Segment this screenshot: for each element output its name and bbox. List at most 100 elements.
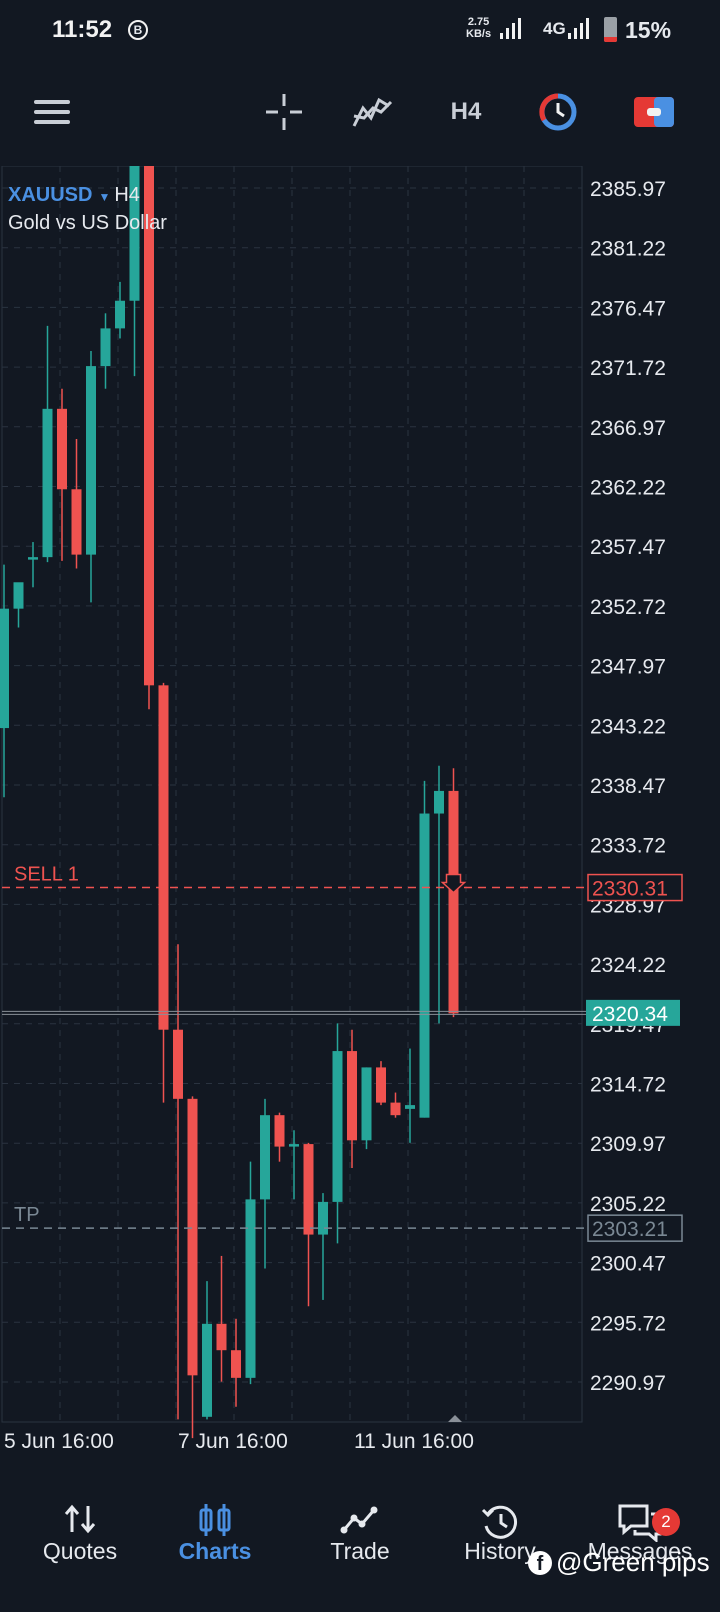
b-notification-icon: B [128,20,148,40]
price-tick-label: 2300.47 [590,1253,666,1276]
price-chart[interactable]: 2385.97 2381.22 2376.47 2371.72 2366.97 2362.… [0,124,720,1466]
candle-body [71,489,82,555]
symbol-timeframe: H4 [114,184,140,206]
price-tick-label: 2352.72 [590,596,666,619]
clock-button[interactable] [532,86,584,138]
trade-icon [340,1506,378,1534]
candle-body [42,408,53,558]
price-tick-label: 2295.72 [590,1312,666,1335]
chart-canvas[interactable]: 2385.97 2381.22 2376.47 2371.72 2366.97 2362.… [0,124,720,1466]
trade-toggle-button[interactable] [628,86,680,138]
sell-marker-icon [440,873,467,894]
nav-trade[interactable]: Trade [290,1490,430,1612]
price-tick-label: 2333.72 [590,835,666,858]
clock-icon [539,93,577,131]
symbol-selector[interactable]: XAUUSD ▼ H4 [8,184,140,207]
signal-icon-2 [568,18,589,39]
price-tick-label: 2376.47 [590,297,666,320]
candle-body [419,813,430,1118]
price-tick-label: 2347.97 [590,656,666,679]
menu-icon [34,100,70,124]
nav-history[interactable]: History [430,1490,570,1612]
network-speed-value: 2.75 [467,16,490,28]
symbol-description: Gold vs US Dollar [8,212,167,234]
network-speed: 2.75 KB/s [466,16,491,40]
price-tick-label: 2290.97 [590,1372,666,1395]
nav-messages-label: Messages [587,1538,693,1564]
price-tick-label: 2381.22 [590,238,666,261]
tp-price-box [587,1214,683,1242]
candle-body [187,1098,198,1376]
history-icon [481,1505,518,1539]
facebook-icon: f [528,1550,552,1575]
candle-body [115,300,125,329]
candle-body [376,1067,386,1103]
price-tick-label: 2366.97 [590,417,666,440]
candle-body [390,1102,401,1116]
scroll-caret-icon [448,1415,462,1422]
candle-body [231,1350,241,1378]
menu-button[interactable] [30,86,74,138]
crosshair-button[interactable] [258,86,310,138]
crosshair-icon [266,94,302,130]
candle-body [100,328,111,367]
network-speed-unit: KB/s [466,28,492,40]
symbol-dropdown-icon[interactable]: ▼ [98,190,111,204]
candle-body [28,557,38,560]
candle-body [173,1029,183,1099]
sell-price-label: 2330.31 [592,878,668,901]
candle-body [216,1323,227,1351]
candle-body [129,156,140,301]
candle-body [318,1201,328,1235]
bottom-nav: Quotes Charts Trade [0,1490,720,1612]
status-bar: 11:52 B 2.75 KB/s 4G 15% [0,0,720,62]
nav-messages[interactable]: Messages [570,1490,710,1612]
network-type: 4G [543,19,566,38]
candle-body [86,366,96,555]
candle-body [434,790,444,814]
price-tick-label: 2309.97 [590,1133,666,1156]
nav-charts-label: Charts [178,1538,252,1564]
battery-percent: 15% [625,17,672,43]
indicators-icon [352,97,393,127]
quotes-icon [64,1504,96,1534]
candle-body [202,1323,212,1417]
tp-line-label: TP [14,1204,40,1226]
current-price-label: 2320.34 [592,1003,668,1026]
candle-body [144,156,154,686]
candle-body [289,1144,299,1147]
nav-quotes-label: Quotes [42,1538,118,1564]
candle-body [361,1067,372,1141]
candle-body [332,1051,343,1202]
candle-body [303,1144,314,1235]
candle-body [260,1115,270,1200]
nav-trade-label: Trade [330,1538,390,1564]
symbol-name[interactable]: XAUUSD [8,184,93,206]
candle-body [405,1105,415,1109]
indicators-button[interactable] [346,86,398,138]
price-tick-label: 2314.72 [590,1074,666,1097]
candle-body [158,685,169,1030]
sell-line-label: SELL 1 [14,864,79,886]
candle-body [448,790,459,1014]
watermark: f @Green pips [528,1547,710,1578]
time-axis-label: 11 Jun 16:00 [354,1430,474,1453]
price-tick-label: 2324.22 [590,954,666,977]
messages-badge: 2 [652,1508,680,1536]
price-tick-label: 2357.47 [590,536,666,559]
price-tick-label: 2343.22 [590,715,666,738]
price-tick-label: 2371.72 [590,357,666,380]
charts-icon [199,1504,231,1536]
price-tick-label: 2305.22 [590,1193,666,1216]
nav-quotes[interactable]: Quotes [10,1490,150,1612]
watermark-text: @Green pips [556,1547,710,1577]
timeframe-button[interactable]: H4 [450,98,482,125]
signal-icon [500,18,521,39]
chart-toolbar: H4 [0,72,720,154]
nav-history-label: History [464,1538,536,1564]
candle-body [274,1115,285,1147]
nav-charts[interactable]: Charts [145,1490,285,1612]
candle-body [57,408,67,490]
trade-toggle-icon [634,97,674,127]
candle-body [245,1199,256,1378]
